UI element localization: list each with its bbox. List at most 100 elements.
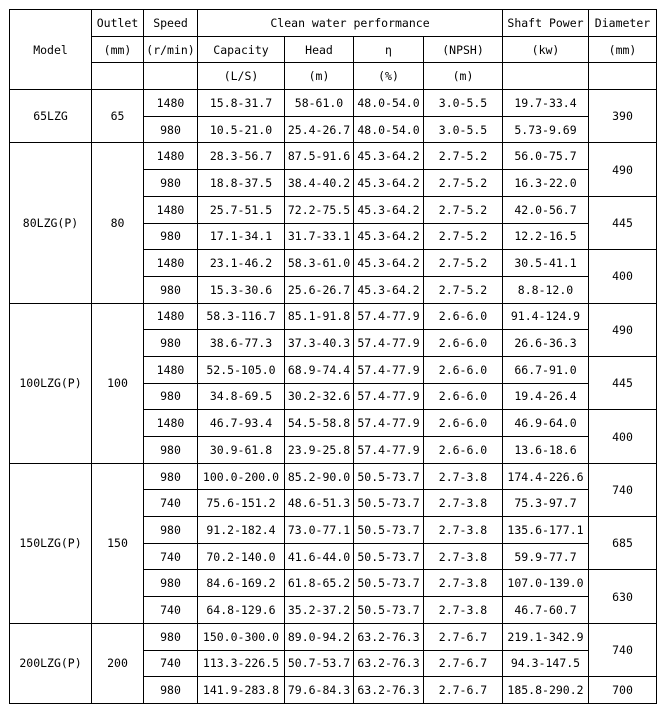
- capacity-cell: 38.6-77.3: [197, 329, 285, 357]
- head-cell: 89.0-94.2: [284, 622, 354, 651]
- shaft-power-cell: 8.8-12.0: [502, 275, 589, 304]
- shaft-power-cell: 26.6-36.3: [502, 329, 589, 357]
- head-cell: 48.6-51.3: [284, 489, 354, 518]
- efficiency-cell: 57.4-77.9: [353, 302, 424, 331]
- diameter-cell: 390: [588, 89, 657, 144]
- capacity-cell: 52.5-105.0: [197, 355, 285, 384]
- head-cell: 87.5-91.6: [284, 142, 354, 171]
- speed-cell: 980: [143, 436, 198, 464]
- speed-cell: 980: [143, 569, 198, 598]
- table-row: 980 34.8-69.5 30.2-32.6 57.4-77.9 2.6-6.0 19.…: [10, 382, 657, 411]
- efficiency-cell: 45.3-64.2: [353, 249, 424, 277]
- efficiency-cell: 45.3-64.2: [353, 275, 424, 304]
- efficiency-cell: 57.4-77.9: [353, 329, 424, 357]
- header-eta-unit: (%): [353, 62, 424, 91]
- header-empty: [91, 62, 144, 91]
- head-cell: 72.2-75.5: [284, 195, 354, 224]
- npsh-cell: 2.6-6.0: [423, 302, 503, 331]
- model-cell: 80LZG(P): [9, 142, 92, 304]
- table-row: 980 17.1-34.1 31.7-33.1 45.3-64.2 2.7-5.2 12.…: [10, 222, 657, 251]
- speed-cell: 740: [143, 542, 198, 571]
- speed-cell: 980: [143, 275, 198, 304]
- table-row: 980 30.9-61.8 23.9-25.8 57.4-77.9 2.6-6.0 13.…: [10, 436, 657, 464]
- table-row: 200LZG(P) 200 980 150.0-300.0 89.0-94.2 63.2-…: [9, 622, 657, 704]
- capacity-cell: 64.8-129.6: [197, 596, 285, 624]
- npsh-cell: 2.7-3.8: [423, 462, 503, 491]
- table-row: 1480 25.7-51.5 72.2-75.5 45.3-64.2 2.7-5.2 42…: [10, 195, 657, 251]
- npsh-cell: 2.7-6.7: [423, 676, 503, 704]
- head-cell: 25.4-26.7: [284, 115, 354, 144]
- header-model: Model: [9, 8, 92, 91]
- npsh-cell: 2.7-3.8: [423, 489, 503, 518]
- shaft-power-cell: 174.4-226.6: [502, 462, 589, 491]
- npsh-cell: 2.7-5.2: [423, 275, 503, 304]
- speed-cell: 980: [143, 462, 198, 491]
- npsh-cell: 2.6-6.0: [423, 355, 503, 384]
- capacity-cell: 10.5-21.0: [197, 115, 285, 144]
- speed-cell: 980: [143, 622, 198, 651]
- table-row: 740 70.2-140.0 41.6-44.0 50.5-73.7 2.7-3.8 59…: [10, 542, 657, 571]
- diameter-cell: 400: [588, 409, 657, 464]
- head-cell: 58-61.0: [284, 89, 354, 117]
- speed-cell: 980: [143, 516, 198, 544]
- table-row: 980 91.2-182.4 73.0-77.1 50.5-73.7 2.7-3.8 13…: [10, 516, 657, 571]
- speed-cell: 1480: [143, 355, 198, 384]
- npsh-cell: 2.6-6.0: [423, 409, 503, 437]
- efficiency-cell: 57.4-77.9: [353, 355, 424, 384]
- speed-cell: 980: [143, 382, 198, 411]
- speed-cell: 740: [143, 649, 198, 678]
- shaft-power-cell: 19.7-33.4: [502, 89, 589, 117]
- table-row: 1480 23.1-46.2 58.3-61.0 45.3-64.2 2.7-5.2 30…: [10, 249, 657, 304]
- speed-cell: 980: [143, 115, 198, 144]
- npsh-cell: 2.6-6.0: [423, 329, 503, 357]
- pump-performance-table: Model Outlet Speed Clean water performan…: [9, 8, 657, 704]
- head-cell: 25.6-26.7: [284, 275, 354, 304]
- npsh-cell: 3.0-5.5: [423, 115, 503, 144]
- shaft-power-cell: 59.9-77.7: [502, 542, 589, 571]
- shaft-power-cell: 30.5-41.1: [502, 249, 589, 277]
- header-outlet-unit: (mm): [91, 35, 144, 64]
- head-cell: 68.9-74.4: [284, 355, 354, 384]
- npsh-cell: 2.7-3.8: [423, 596, 503, 624]
- table-body: 65LZG 65 1480 15.8-31.7 58-61.0 48.0-54.0 3.0-…: [9, 89, 657, 704]
- efficiency-cell: 50.5-73.7: [353, 462, 424, 491]
- head-cell: 23.9-25.8: [284, 436, 354, 464]
- shaft-power-cell: 107.0-139.0: [502, 569, 589, 598]
- model-cell: 65LZG: [9, 89, 92, 144]
- head-cell: 73.0-77.1: [284, 516, 354, 544]
- npsh-cell: 2.7-6.7: [423, 649, 503, 678]
- shaft-power-cell: 13.6-18.6: [502, 436, 589, 464]
- efficiency-cell: 50.5-73.7: [353, 596, 424, 624]
- speed-cell: 980: [143, 676, 198, 704]
- head-cell: 54.5-58.8: [284, 409, 354, 437]
- speed-cell: 1480: [143, 142, 198, 171]
- speed-cell: 1480: [143, 195, 198, 224]
- npsh-cell: 2.7-3.8: [423, 569, 503, 598]
- diameter-cell: 740: [588, 622, 657, 678]
- capacity-cell: 30.9-61.8: [197, 436, 285, 464]
- table-row: 65LZG 65 1480 15.8-31.7 58-61.0 48.0-54.0 3.0-…: [9, 89, 657, 144]
- table-row: 1480 52.5-105.0 68.9-74.4 57.4-77.9 2.6-6.0 6…: [10, 355, 657, 411]
- npsh-cell: 2.7-3.8: [423, 516, 503, 544]
- efficiency-cell: 48.0-54.0: [353, 115, 424, 144]
- outlet-cell: 150: [91, 462, 144, 624]
- shaft-power-cell: 66.7-91.0: [502, 355, 589, 384]
- speed-cell: 980: [143, 222, 198, 251]
- header-npsh: (NPSH): [423, 35, 503, 64]
- table-row: 980 18.8-37.5 38.4-40.2 45.3-64.2 2.7-5.2 16.…: [10, 169, 657, 197]
- header-performance: Clean water performance: [197, 9, 503, 37]
- capacity-cell: 15.8-31.7: [197, 89, 285, 117]
- shaft-power-cell: 91.4-124.9: [502, 302, 589, 331]
- table-row: 740 113.3-226.5 50.7-53.7 63.2-76.3 2.7-6.7 9…: [10, 649, 657, 678]
- efficiency-cell: 45.3-64.2: [353, 142, 424, 171]
- model-cell: 150LZG(P): [9, 462, 92, 624]
- header-empty: [588, 62, 657, 91]
- capacity-cell: 15.3-30.6: [197, 275, 285, 304]
- efficiency-cell: 50.5-73.7: [353, 569, 424, 598]
- efficiency-cell: 57.4-77.9: [353, 382, 424, 411]
- efficiency-cell: 50.5-73.7: [353, 516, 424, 544]
- table-row: 1480 46.7-93.4 54.5-58.8 57.4-77.9 2.6-6.0 46…: [10, 409, 657, 464]
- capacity-cell: 25.7-51.5: [197, 195, 285, 224]
- head-cell: 41.6-44.0: [284, 542, 354, 571]
- shaft-power-cell: 19.4-26.4: [502, 382, 589, 411]
